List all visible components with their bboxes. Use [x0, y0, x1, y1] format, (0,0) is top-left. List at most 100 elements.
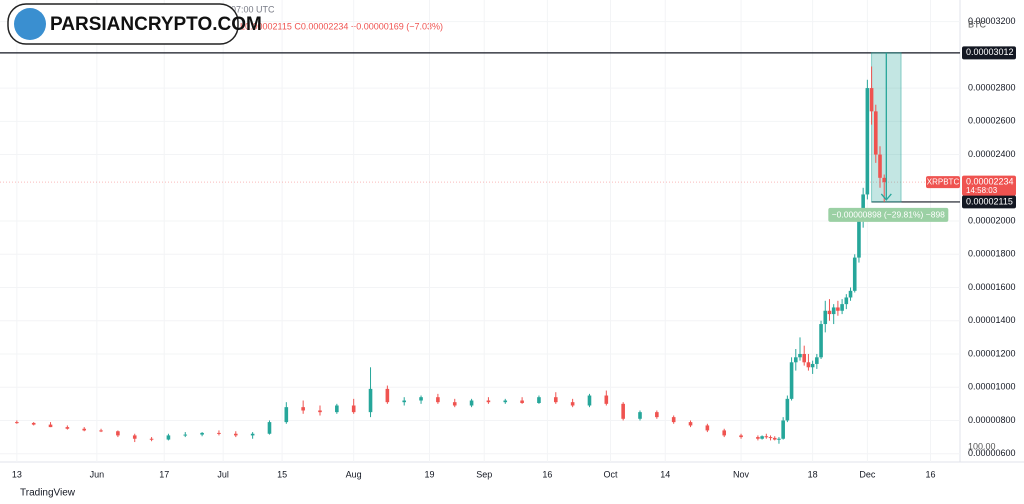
- candle-body: [768, 437, 773, 439]
- y-tick-label: 0.00002400: [968, 149, 1016, 159]
- logo-icon: [14, 8, 46, 40]
- x-tick-label: Oct: [604, 469, 619, 479]
- candle-body: [621, 403, 625, 419]
- candle-body: [802, 353, 807, 363]
- candle-body: [402, 400, 407, 403]
- last-price-tag: 0.00002234: [966, 177, 1014, 187]
- candle-body: [385, 388, 390, 403]
- candle-body: [166, 435, 171, 440]
- y-tick-label: 0.00000800: [968, 415, 1016, 425]
- position-label-box: [828, 207, 949, 222]
- candle-body: [31, 422, 36, 425]
- position-arrow-head: [880, 193, 892, 201]
- candle-body: [844, 297, 849, 305]
- candle-body: [217, 432, 221, 434]
- candle-body: [688, 422, 693, 426]
- candle-body: [132, 435, 137, 439]
- watermark-logo: PARSIANCRYPTO.COM: [7, 3, 262, 45]
- candle-body: [878, 154, 882, 178]
- candles: [15, 66, 887, 444]
- candle-body: [284, 407, 289, 423]
- y-tick-label: 0.00002800: [968, 82, 1016, 92]
- candle-body: [604, 395, 609, 404]
- candle-body: [570, 402, 575, 406]
- logo-text: PARSIANCRYPTO.COM: [50, 14, 262, 35]
- y-tick-label: 0.00001400: [968, 315, 1016, 325]
- candle-body: [200, 432, 204, 435]
- candle-body: [873, 111, 878, 155]
- x-tick-label: 17: [159, 469, 169, 479]
- candle-body: [861, 194, 865, 222]
- candle-body: [65, 427, 70, 429]
- candle-body: [722, 430, 727, 436]
- candle-body: [823, 310, 828, 325]
- candle-body: [760, 436, 764, 439]
- candle-body: [789, 362, 794, 399]
- candle-body: [368, 388, 373, 413]
- candle-body: [810, 363, 815, 368]
- ohlc-text: L0.00002115 C0.00002234 −0.00000169 (−7.…: [240, 21, 443, 31]
- candle-body: [638, 412, 642, 419]
- candle-body: [233, 433, 238, 436]
- candle-body: [116, 431, 120, 436]
- y-tick-label: 0.00003200: [968, 16, 1016, 26]
- candle-body: [436, 397, 440, 403]
- candle-body: [793, 357, 798, 363]
- x-tick-label: Aug: [346, 469, 362, 479]
- candle-body: [819, 324, 823, 358]
- candle-body: [99, 430, 103, 432]
- target-price-tag: 0.00002115: [966, 196, 1013, 206]
- y-unit: BTC: [968, 19, 987, 29]
- symbol-tag: XRPBTC: [927, 177, 960, 186]
- candle-body: [806, 362, 811, 368]
- y-tick-label: 0.00000600: [968, 448, 1016, 458]
- x-tick-label: 16: [926, 469, 936, 479]
- candle-body: [318, 410, 322, 413]
- y-tick-label: 0.00001000: [968, 382, 1016, 392]
- candle-body: [149, 438, 154, 440]
- candle-body: [267, 422, 272, 434]
- logo-box: [7, 3, 239, 45]
- y-tick-label: 0.00002000: [968, 215, 1016, 225]
- position-label: −0.00000898 (−29.81%) −898: [832, 210, 945, 220]
- x-tick-label: 15: [277, 469, 287, 479]
- candle-body: [15, 422, 19, 424]
- candle-body: [553, 397, 558, 403]
- extra-axis-label: 100.00: [968, 441, 996, 451]
- candle-body: [520, 400, 524, 404]
- x-tick-label: 19: [424, 469, 434, 479]
- candle-body: [798, 353, 802, 358]
- candle-body: [705, 425, 710, 431]
- candle-body: [865, 88, 870, 195]
- y-tick-label: 0.00001200: [968, 348, 1016, 358]
- x-tick-label: 18: [808, 469, 818, 479]
- candle-body: [869, 88, 874, 112]
- footer: TradingView: [20, 488, 76, 499]
- x-tick-label: Dec: [859, 469, 876, 479]
- entry-price-tag: 0.00003012: [966, 47, 1014, 57]
- candle-body: [764, 436, 769, 438]
- candle-body: [772, 437, 777, 440]
- candle-body: [655, 412, 659, 418]
- x-tick-label: 14: [660, 469, 670, 479]
- candle-body: [831, 307, 836, 315]
- x-tick-label: 13: [12, 469, 22, 479]
- candle-body: [301, 407, 305, 411]
- candle-body: [419, 397, 423, 401]
- candle-body: [882, 177, 887, 183]
- candle-body: [852, 257, 857, 291]
- countdown: 14:58:03: [966, 186, 998, 195]
- y-tick-label: 0.00001600: [968, 282, 1016, 292]
- candle-body: [503, 400, 508, 403]
- y-tick-label: 0.00001800: [968, 249, 1016, 259]
- candle-body: [848, 290, 853, 298]
- candle-body: [537, 397, 541, 404]
- candle-body: [452, 402, 457, 406]
- candle-body: [587, 395, 592, 406]
- candle-body: [815, 357, 819, 364]
- candle-body: [785, 398, 790, 421]
- candle-body: [739, 435, 743, 438]
- candle-body: [671, 417, 676, 423]
